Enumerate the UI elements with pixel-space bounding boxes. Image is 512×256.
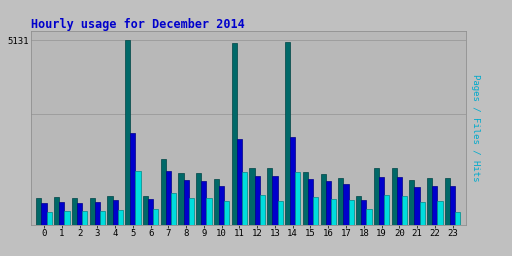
Bar — [108, 196, 113, 225]
Bar — [308, 179, 313, 225]
Bar — [361, 200, 367, 225]
Bar — [249, 168, 254, 225]
Bar — [171, 193, 176, 225]
Y-axis label: Pages / Files / Hits: Pages / Files / Hits — [472, 74, 480, 182]
Bar — [196, 173, 201, 225]
Bar — [427, 178, 432, 225]
Bar — [384, 195, 389, 225]
Bar — [415, 187, 420, 225]
Bar — [47, 212, 52, 225]
Bar — [161, 159, 166, 225]
Text: Hourly usage for December 2014: Hourly usage for December 2014 — [31, 18, 244, 31]
Bar — [232, 43, 237, 225]
Bar — [432, 186, 437, 225]
Bar — [59, 202, 65, 225]
Bar — [278, 201, 283, 225]
Bar — [254, 176, 260, 225]
Bar — [374, 168, 379, 225]
Bar — [189, 198, 194, 225]
Bar — [214, 179, 219, 225]
Bar — [303, 172, 308, 225]
Bar — [437, 201, 442, 225]
Bar — [153, 209, 158, 225]
Bar — [285, 41, 290, 225]
Bar — [125, 40, 130, 225]
Bar — [201, 181, 206, 225]
Bar — [148, 199, 153, 225]
Bar — [118, 210, 123, 225]
Bar — [54, 197, 59, 225]
Bar — [41, 203, 47, 225]
Bar — [397, 177, 402, 225]
Bar — [344, 184, 349, 225]
Bar — [166, 171, 171, 225]
Bar — [90, 198, 95, 225]
Bar — [72, 198, 77, 225]
Bar — [178, 173, 184, 225]
Bar — [260, 195, 265, 225]
Bar — [313, 197, 318, 225]
Bar — [450, 186, 455, 225]
Bar — [356, 196, 361, 225]
Bar — [379, 177, 384, 225]
Bar — [130, 133, 136, 225]
Bar — [242, 172, 247, 225]
Bar — [392, 168, 397, 225]
Bar — [367, 209, 372, 225]
Bar — [331, 199, 336, 225]
Bar — [95, 202, 100, 225]
Bar — [113, 200, 118, 225]
Bar — [410, 180, 415, 225]
Bar — [321, 174, 326, 225]
Bar — [295, 172, 301, 225]
Bar — [237, 139, 242, 225]
Bar — [455, 212, 460, 225]
Bar — [267, 168, 272, 225]
Bar — [65, 211, 70, 225]
Bar — [136, 171, 141, 225]
Bar — [100, 211, 105, 225]
Bar — [77, 202, 82, 225]
Bar — [272, 176, 278, 225]
Bar — [420, 201, 425, 225]
Bar — [184, 180, 189, 225]
Bar — [349, 200, 354, 225]
Bar — [326, 181, 331, 225]
Bar — [82, 211, 87, 225]
Bar — [445, 178, 450, 225]
Bar — [290, 137, 295, 225]
Bar — [36, 198, 41, 225]
Bar — [206, 198, 211, 225]
Bar — [402, 196, 407, 225]
Bar — [338, 178, 344, 225]
Bar — [224, 201, 229, 225]
Bar — [219, 186, 224, 225]
Bar — [143, 196, 148, 225]
